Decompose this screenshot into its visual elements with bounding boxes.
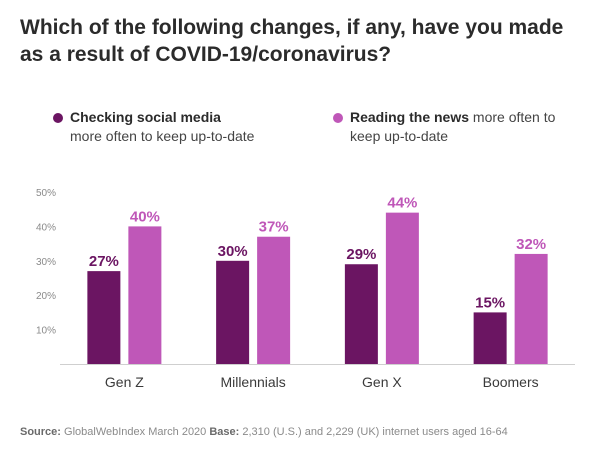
data-label: 40% bbox=[130, 208, 160, 225]
data-label: 32% bbox=[516, 236, 546, 253]
y-tick-label: 40% bbox=[36, 222, 56, 233]
data-label: 44% bbox=[387, 195, 417, 212]
base-label: Base: bbox=[209, 426, 240, 438]
legend-item-social-media: Checking social media more often to keep… bbox=[53, 108, 310, 146]
y-tick-label: 20% bbox=[36, 291, 56, 302]
y-tick-label: 50% bbox=[36, 188, 56, 199]
y-tick-label: 10% bbox=[36, 326, 56, 337]
data-label: 27% bbox=[89, 253, 119, 270]
base-text: 2,310 (U.S.) and 2,229 (UK) internet use… bbox=[239, 426, 508, 438]
legend-label-rest: more often to keep up-to-date bbox=[70, 128, 255, 144]
bar bbox=[514, 253, 548, 364]
legend-swatch-social-media bbox=[53, 113, 63, 123]
bar bbox=[344, 264, 378, 364]
data-label: 29% bbox=[346, 246, 376, 263]
y-tick-label: 30% bbox=[36, 257, 56, 268]
x-tick-label: Boomers bbox=[483, 374, 539, 390]
x-tick-label: Millennials bbox=[220, 374, 285, 390]
legend-label-bold: Reading the news bbox=[350, 109, 470, 125]
source-footer: Source: GlobalWebIndex March 2020 Base: … bbox=[20, 425, 590, 439]
bar bbox=[473, 312, 507, 364]
legend-swatch-news bbox=[333, 113, 343, 123]
bar bbox=[216, 260, 250, 364]
source-text: GlobalWebIndex March 2020 bbox=[60, 426, 210, 438]
x-tick-label: Gen Z bbox=[105, 374, 144, 390]
source-label: Source: bbox=[20, 426, 61, 438]
data-label: 15% bbox=[475, 294, 505, 311]
data-label: 30% bbox=[218, 243, 248, 260]
legend-item-news: Reading the news more often to keep up-t… bbox=[333, 108, 580, 146]
bar bbox=[128, 226, 162, 364]
legend-label-rest: more often to keep up-to-date bbox=[350, 109, 556, 144]
data-label: 37% bbox=[259, 219, 289, 236]
legend-label-bold: Checking social media bbox=[70, 109, 221, 125]
bar bbox=[385, 212, 419, 364]
x-tick-label: Gen X bbox=[362, 374, 402, 390]
bar bbox=[257, 236, 291, 364]
chart-title: Which of the following changes, if any, … bbox=[20, 16, 564, 66]
bar bbox=[87, 271, 121, 364]
